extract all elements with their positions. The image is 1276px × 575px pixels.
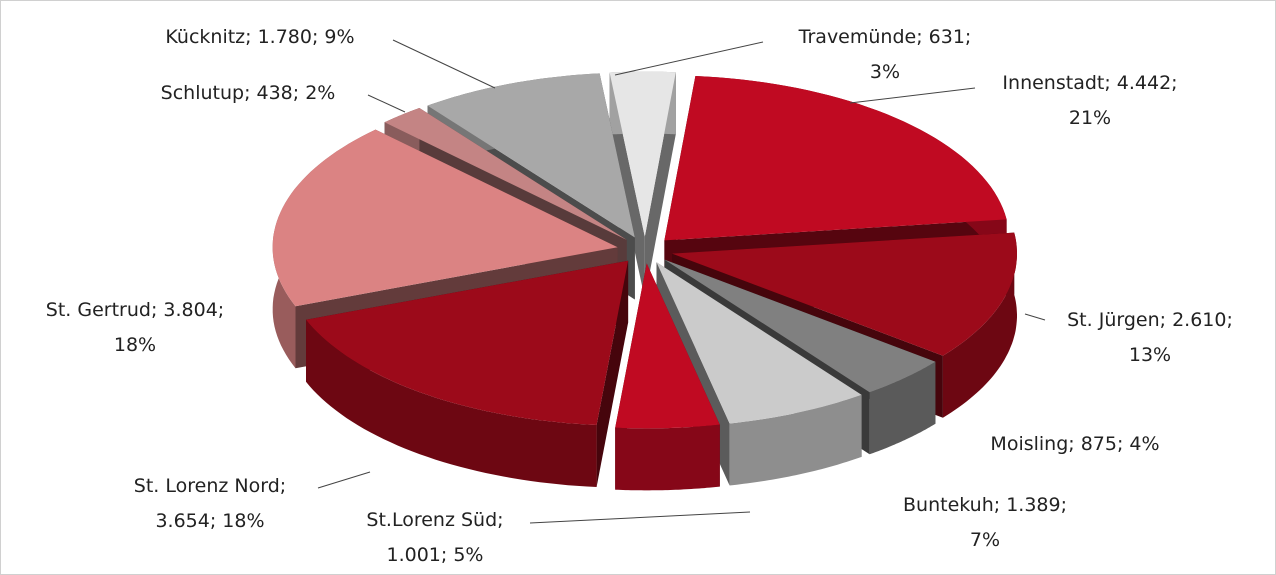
slice bbox=[609, 71, 676, 237]
slice-wall bbox=[729, 394, 862, 486]
leader-line bbox=[367, 94, 406, 113]
data-label: St. Jürgen; 2.610; 13% bbox=[1067, 309, 1233, 366]
labels: Innenstadt; 4.442; 21% St. Jürgen; 2.610; 1… bbox=[46, 26, 1233, 566]
leader-line bbox=[529, 511, 751, 524]
leader-line bbox=[317, 471, 371, 489]
data-label: Kücknitz; 1.780; 9% bbox=[165, 26, 354, 48]
slice bbox=[615, 263, 720, 429]
slice-wall bbox=[615, 424, 720, 491]
leader-line bbox=[614, 41, 764, 76]
data-label: St.Lorenz Süd; 1.001; 5% bbox=[366, 509, 503, 566]
slice bbox=[427, 73, 635, 238]
data-label: Travemünde; 631; 3% bbox=[798, 26, 972, 83]
slice bbox=[272, 129, 618, 307]
tops bbox=[272, 71, 1017, 429]
data-label: St. Gertrud; 3.804; 18% bbox=[46, 299, 224, 356]
leader-line bbox=[392, 39, 496, 89]
data-label: Moisling; 875; 4% bbox=[990, 433, 1159, 455]
slice bbox=[384, 108, 627, 240]
slice bbox=[664, 76, 1007, 241]
slice-wall bbox=[306, 319, 597, 487]
leader-line bbox=[1024, 313, 1046, 321]
slice-wall bbox=[869, 361, 936, 455]
slice bbox=[656, 262, 862, 424]
slice bbox=[664, 259, 936, 393]
data-label: Innenstadt; 4.442; 21% bbox=[1002, 72, 1177, 129]
data-label: Schlutup; 438; 2% bbox=[161, 82, 336, 104]
leader-line bbox=[849, 87, 976, 104]
slice bbox=[672, 232, 1017, 356]
data-label: St. Lorenz Nord; 3.654; 18% bbox=[134, 475, 286, 532]
slice-wall bbox=[942, 232, 1017, 418]
data-label: Buntekuh; 1.389; 7% bbox=[903, 494, 1067, 551]
slice bbox=[306, 260, 629, 425]
